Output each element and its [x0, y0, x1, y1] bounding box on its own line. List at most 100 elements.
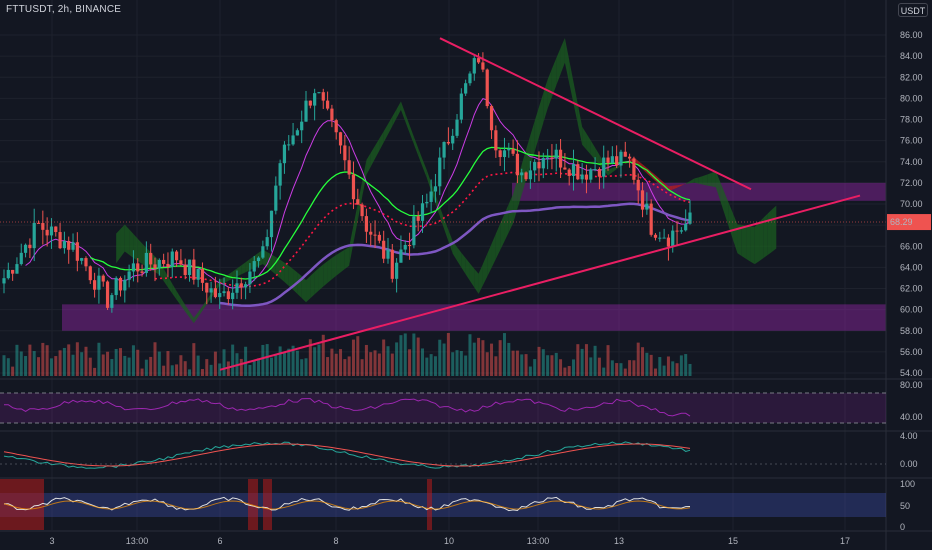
candle-body-114 — [494, 130, 498, 151]
cloud-segment-26 — [228, 271, 233, 281]
volume-bar-15 — [67, 344, 71, 376]
cloud-segment-90 — [504, 203, 509, 242]
candle-body-24 — [105, 281, 110, 308]
volume-bar-118 — [511, 350, 515, 376]
cloud-segment-16 — [185, 304, 190, 318]
candle-body-92 — [399, 249, 403, 263]
volume-bar-129 — [559, 359, 563, 376]
cloud-segment-78 — [452, 241, 458, 261]
price-tick-10: 66.00 — [900, 241, 923, 251]
cloud-segment-3 — [129, 229, 134, 258]
candle-body-158 — [684, 223, 688, 231]
candle-body-27 — [118, 277, 123, 291]
volume-bar-65 — [282, 352, 286, 376]
candle-body-62 — [269, 210, 274, 238]
cloud-segment-149 — [759, 217, 764, 262]
candle-body-26 — [114, 277, 118, 296]
candle-body-94 — [407, 244, 412, 246]
candle-body-35 — [153, 264, 157, 269]
candle-body-89 — [386, 249, 390, 259]
candle-body-78 — [338, 132, 343, 146]
ma-slow-line — [219, 202, 691, 308]
volume-bar-78 — [339, 349, 343, 376]
candle-body-68 — [295, 130, 299, 136]
candle-body-125 — [541, 158, 545, 169]
cloud-segment-138 — [711, 171, 716, 188]
cloud-segment-68 — [409, 125, 414, 145]
candle-body-98 — [425, 201, 429, 204]
candle-body-105 — [455, 119, 459, 136]
candle-body-159 — [688, 212, 692, 224]
volume-bar-13 — [58, 350, 62, 376]
symbol-title[interactable]: FTTUSDT, 2h, BINANCE — [6, 4, 122, 15]
candle-body-64 — [278, 163, 282, 186]
volume-bar-136 — [589, 357, 593, 376]
candle-body-117 — [507, 148, 511, 151]
volume-bar-9 — [41, 342, 45, 376]
candle-body-59 — [256, 257, 261, 262]
volume-bar-42 — [183, 361, 187, 376]
volume-bar-35 — [153, 342, 157, 376]
volume-bar-126 — [546, 355, 550, 376]
volume-bar-74 — [321, 334, 325, 376]
cloud-segment-96 — [530, 121, 535, 166]
volume-bar-37 — [162, 365, 166, 376]
candle-body-124 — [537, 162, 541, 169]
volume-bar-6 — [28, 344, 32, 376]
volume-bar-123 — [533, 359, 537, 376]
candle-body-32 — [140, 271, 144, 273]
volume-bar-76 — [330, 348, 334, 376]
volume-bar-135 — [584, 344, 588, 376]
volume-bar-31 — [136, 349, 140, 376]
cloud-segment-14 — [176, 290, 181, 306]
volume-bar-83 — [360, 359, 364, 376]
volume-bar-69 — [300, 359, 304, 376]
volume-bar-153 — [662, 365, 666, 376]
candle-body-142 — [615, 156, 619, 166]
volume-bar-105 — [455, 350, 459, 376]
volume-bar-53 — [231, 344, 235, 376]
currency-badge[interactable]: USDT — [898, 3, 928, 17]
cloud-segment-37 — [275, 256, 281, 279]
volume-bar-140 — [606, 345, 610, 376]
volume-bar-39 — [170, 365, 174, 376]
candle-body-25 — [110, 295, 114, 308]
price-tick-5: 76.00 — [900, 136, 923, 146]
candle-body-30 — [131, 263, 136, 272]
candle-body-123 — [533, 162, 537, 171]
volume-bar-75 — [326, 357, 330, 376]
volume-bar-29 — [127, 357, 131, 376]
candle-body-136 — [589, 169, 593, 180]
candle-body-141 — [610, 156, 614, 163]
candle-body-150 — [649, 203, 653, 235]
stoch-tick-2: 0 — [900, 522, 905, 532]
cloud-segment-85 — [482, 253, 488, 286]
volume-bar-134 — [580, 348, 584, 376]
volume-bar-114 — [494, 356, 498, 376]
candle-body-109 — [472, 58, 476, 74]
candle-body-34 — [149, 252, 153, 265]
price-tick-11: 64.00 — [900, 262, 923, 272]
cloud-segment-20 — [202, 299, 207, 311]
cloud-segment-4 — [133, 234, 138, 261]
candle-body-108 — [468, 73, 472, 84]
cloud-segment-19 — [198, 306, 203, 318]
cloud-segment-129 — [672, 185, 678, 190]
candle-body-77 — [334, 120, 338, 133]
cloud-segment-51 — [336, 252, 341, 276]
cloud-segment-41 — [293, 268, 298, 294]
candle-body-138 — [597, 169, 601, 177]
candle-body-127 — [550, 157, 554, 159]
candle-body-85 — [369, 231, 373, 235]
volume-bar-150 — [649, 354, 653, 376]
volume-bar-149 — [645, 352, 649, 376]
candle-body-75 — [325, 100, 330, 109]
volume-bar-86 — [373, 350, 377, 376]
volume-bar-158 — [684, 354, 688, 376]
cloud-segment-5 — [137, 238, 143, 264]
volume-bar-49 — [213, 351, 217, 376]
cloud-segment-93 — [517, 164, 522, 209]
volume-bar-91 — [395, 342, 399, 376]
candle-body-139 — [602, 157, 606, 177]
